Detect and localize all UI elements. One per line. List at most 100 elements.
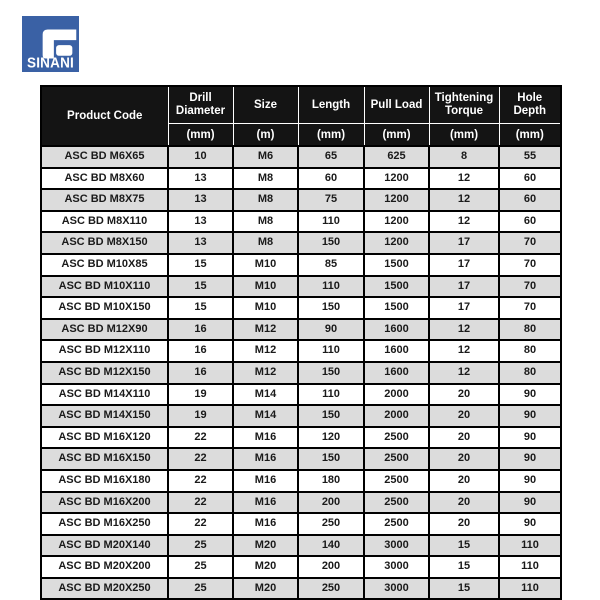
value-cell: 19 — [167, 382, 234, 407]
table-row: ASC BD M12X90 16 M12 90 1600 12 80 — [40, 317, 562, 342]
value-cell: M8 — [232, 231, 299, 255]
brand-name: SINANI — [27, 54, 74, 71]
table-row: ASC BD M12X150 16 M12 150 1600 12 80 — [40, 360, 562, 385]
value-cell: M14 — [232, 404, 299, 428]
value-cell: 25 — [167, 576, 234, 600]
value-cell: 2500 — [363, 468, 430, 493]
value-cell: 625 — [363, 145, 430, 169]
product-spec-table: Product Code Drill Diameter Size Length … — [40, 85, 562, 600]
value-cell: 3000 — [363, 555, 430, 579]
value-cell: 70 — [498, 252, 562, 277]
value-cell: 20 — [428, 512, 500, 536]
value-cell: 1500 — [363, 274, 430, 299]
value-cell: 13 — [167, 188, 234, 212]
value-cell: M6 — [232, 145, 299, 169]
value-cell: M12 — [232, 339, 299, 363]
value-cell: 22 — [167, 425, 234, 450]
table-row: ASC BD M8X75 13 M8 75 1200 12 60 — [40, 188, 562, 212]
table-row: ASC BD M16X250 22 M16 250 2500 20 90 — [40, 512, 562, 536]
value-cell: 150 — [297, 296, 365, 320]
table-header: Product Code Drill Diameter Size Length … — [40, 85, 562, 147]
product-code-cell: ASC BD M20X140 — [40, 533, 169, 558]
value-cell: 2500 — [363, 512, 430, 536]
table-row: ASC BD M16X180 22 M16 180 2500 20 90 — [40, 468, 562, 493]
value-cell: 150 — [297, 231, 365, 255]
value-cell: 20 — [428, 425, 500, 450]
value-cell: 1600 — [363, 339, 430, 363]
table-row: ASC BD M16X200 22 M16 200 2500 20 90 — [40, 490, 562, 515]
value-cell: 90 — [498, 447, 562, 471]
value-cell: 200 — [297, 490, 365, 515]
value-cell: 90 — [297, 317, 365, 342]
company-logo: SINANI — [22, 16, 79, 72]
value-cell: 16 — [167, 339, 234, 363]
product-code-cell: ASC BD M16X150 — [40, 447, 169, 471]
table-row: ASC BD M10X85 15 M10 85 1500 17 70 — [40, 252, 562, 277]
table-row: ASC BD M10X150 15 M10 150 1500 17 70 — [40, 296, 562, 320]
product-code-cell: ASC BD M20X200 — [40, 555, 169, 579]
value-cell: 15 — [167, 274, 234, 299]
value-cell: 3000 — [363, 576, 430, 600]
value-cell: 90 — [498, 425, 562, 450]
value-cell: M20 — [232, 533, 299, 558]
value-cell: 80 — [498, 317, 562, 342]
value-cell: 1600 — [363, 360, 430, 385]
value-cell: 90 — [498, 382, 562, 407]
product-code-cell: ASC BD M16X120 — [40, 425, 169, 450]
value-cell: 17 — [428, 274, 500, 299]
value-cell: M20 — [232, 555, 299, 579]
product-code-cell: ASC BD M10X150 — [40, 296, 169, 320]
unit-length: (mm) — [297, 123, 365, 147]
value-cell: 2500 — [363, 490, 430, 515]
value-cell: 70 — [498, 231, 562, 255]
table-row: ASC BD M16X150 22 M16 150 2500 20 90 — [40, 447, 562, 471]
value-cell: M16 — [232, 512, 299, 536]
value-cell: 16 — [167, 360, 234, 385]
col-header-pull-load: Pull Load — [363, 85, 430, 124]
table-row: ASC BD M20X200 25 M20 200 3000 15 110 — [40, 555, 562, 579]
value-cell: 150 — [297, 404, 365, 428]
value-cell: M12 — [232, 317, 299, 342]
value-cell: 15 — [167, 296, 234, 320]
value-cell: 22 — [167, 490, 234, 515]
value-cell: 80 — [498, 360, 562, 385]
value-cell: 3000 — [363, 533, 430, 558]
value-cell: 90 — [498, 490, 562, 515]
value-cell: 2500 — [363, 425, 430, 450]
value-cell: 60 — [498, 209, 562, 234]
logo-g-icon — [22, 16, 79, 72]
value-cell: 110 — [297, 382, 365, 407]
value-cell: M10 — [232, 274, 299, 299]
product-code-cell: ASC BD M10X110 — [40, 274, 169, 299]
value-cell: 12 — [428, 317, 500, 342]
value-cell: 22 — [167, 447, 234, 471]
table-row: ASC BD M6X65 10 M6 65 625 8 55 — [40, 145, 562, 169]
value-cell: 1200 — [363, 209, 430, 234]
value-cell: 250 — [297, 512, 365, 536]
unit-pull-load: (mm) — [363, 123, 430, 147]
value-cell: 25 — [167, 533, 234, 558]
value-cell: 13 — [167, 166, 234, 191]
value-cell: 20 — [428, 404, 500, 428]
value-cell: 90 — [498, 512, 562, 536]
value-cell: 22 — [167, 512, 234, 536]
value-cell: 12 — [428, 209, 500, 234]
value-cell: 13 — [167, 209, 234, 234]
value-cell: 110 — [297, 339, 365, 363]
value-cell: 17 — [428, 231, 500, 255]
table-row: ASC BD M10X110 15 M10 110 1500 17 70 — [40, 274, 562, 299]
product-code-cell: ASC BD M12X110 — [40, 339, 169, 363]
value-cell: 1500 — [363, 252, 430, 277]
value-cell: 2500 — [363, 447, 430, 471]
value-cell: 90 — [498, 468, 562, 493]
product-code-cell: ASC BD M10X85 — [40, 252, 169, 277]
product-code-cell: ASC BD M6X65 — [40, 145, 169, 169]
value-cell: 60 — [498, 166, 562, 191]
value-cell: M14 — [232, 382, 299, 407]
value-cell: 55 — [498, 145, 562, 169]
table-row: ASC BD M14X150 19 M14 150 2000 20 90 — [40, 404, 562, 428]
product-code-cell: ASC BD M12X90 — [40, 317, 169, 342]
value-cell: M12 — [232, 360, 299, 385]
value-cell: 110 — [297, 274, 365, 299]
table-row: ASC BD M8X110 13 M8 110 1200 12 60 — [40, 209, 562, 234]
